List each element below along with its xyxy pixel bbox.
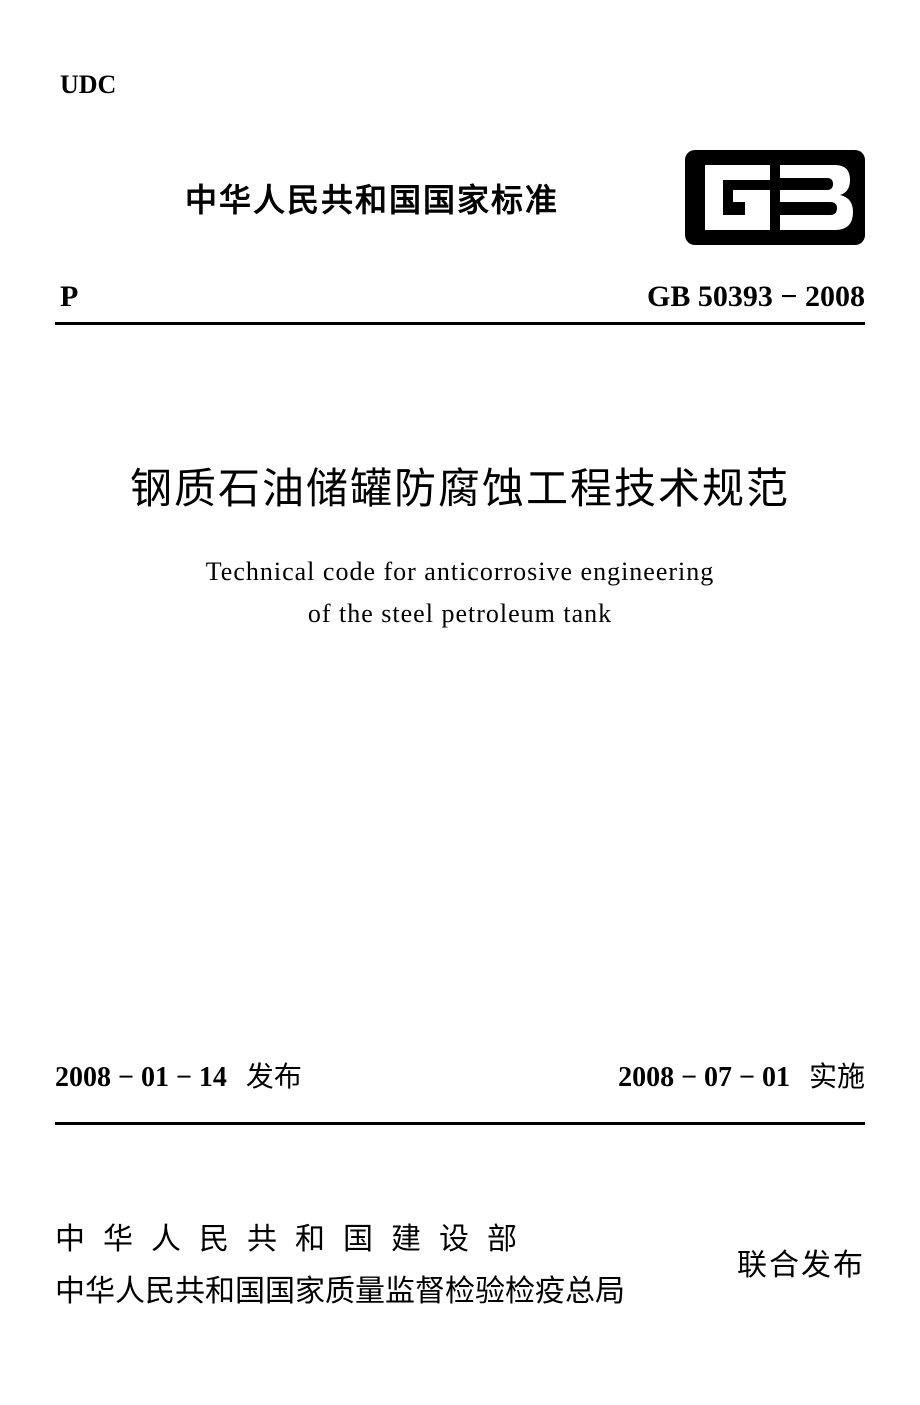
dates-row: 2008 − 01 − 14 发布 2008 − 07 − 01 实施: [55, 1055, 865, 1095]
title-section: 钢质石油储罐防腐蚀工程技术规范 Technical code for antic…: [55, 455, 865, 634]
joint-issue-label: 联合发布: [737, 1240, 865, 1284]
title-english-line1: Technical code for anticorrosive enginee…: [55, 551, 865, 593]
issue-label: 发布: [246, 1061, 302, 1092]
title-chinese: 钢质石油储罐防腐蚀工程技术规范: [55, 455, 865, 516]
p-label: P: [60, 280, 78, 314]
code-row: P GB 50393 − 2008: [55, 280, 865, 314]
title-english-line2: of the steel petroleum tank: [55, 593, 865, 635]
issuer-line1: 中华人民共和国建设部: [55, 1214, 625, 1258]
gb-logo-icon: [685, 150, 865, 245]
document-page: UDC 中华人民共和国国家标准 P GB 50393 − 2008 钢质石油储罐…: [0, 0, 920, 1405]
header-row: 中华人民共和国国家标准: [55, 150, 865, 245]
title-english: Technical code for anticorrosive enginee…: [55, 551, 865, 634]
issuer-section: 中华人民共和国建设部 中华人民共和国国家质量监督检验检疫总局 联合发布: [55, 1214, 865, 1310]
gb-code: GB 50393 − 2008: [647, 280, 865, 314]
effective-label: 实施: [809, 1061, 865, 1092]
issue-date-block: 2008 − 01 − 14 发布: [55, 1055, 302, 1095]
issuer-line2: 中华人民共和国国家质量监督检验检疫总局: [55, 1266, 625, 1310]
divider-bottom: [55, 1122, 865, 1125]
effective-date-block: 2008 − 07 − 01 实施: [618, 1055, 865, 1095]
udc-label: UDC: [60, 70, 865, 100]
national-standard-label: 中华人民共和国国家标准: [185, 175, 559, 221]
divider-top: [55, 322, 865, 325]
issue-date: 2008 − 01 − 14: [55, 1062, 227, 1093]
issuer-left: 中华人民共和国建设部 中华人民共和国国家质量监督检验检疫总局: [55, 1214, 625, 1310]
effective-date: 2008 − 07 − 01: [618, 1062, 790, 1093]
